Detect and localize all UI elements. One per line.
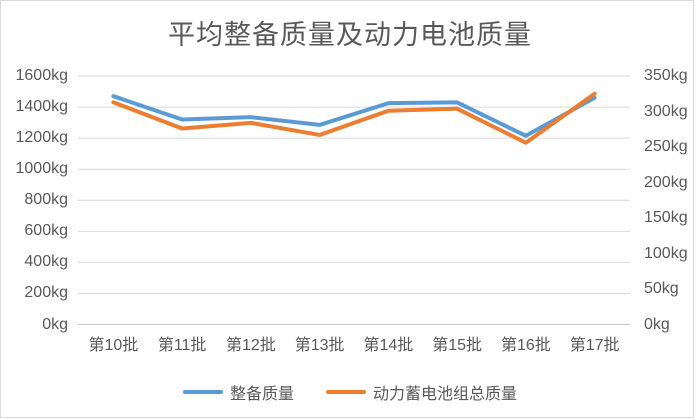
legend-line-swatch-blue (182, 390, 223, 394)
chart-title: 平均整备质量及动力电池质量 (168, 20, 532, 50)
y-axis-left-tick-label: 1400kg (15, 98, 69, 116)
x-axis-category-label: 第11批 (157, 337, 207, 354)
y-axis-left-tick-label: 0kg (42, 315, 68, 333)
legend: 整备质量 动力蓄电池组总质量 (0, 380, 700, 404)
y-axis-left-tick-label: 1600kg (15, 67, 69, 84)
y-axis-right-tick-label: 250kg (644, 138, 688, 155)
x-axis-category-label: 第14批 (363, 337, 414, 354)
x-axis-category-label: 第13批 (294, 337, 345, 354)
x-axis-category-label: 第15批 (432, 337, 483, 354)
series-line-curb-weight (111, 94, 597, 138)
legend-label-curb-weight: 整备质量 (229, 386, 294, 403)
legend-label-battery-weight: 动力蓄电池组总质量 (373, 386, 518, 403)
series-line-battery-weight (111, 91, 597, 145)
y-axis-left-tick-label: 1200kg (15, 129, 69, 147)
x-axis-category-label: 第16批 (500, 337, 551, 354)
y-axis-left-tick-label: 1000kg (15, 160, 69, 178)
legend-line-swatch-orange (326, 390, 366, 394)
x-axis-category-label: 第17批 (569, 337, 620, 354)
legend-item-curb-weight: 整备质量 (182, 380, 294, 404)
y-axis-right-tick-label: 100kg (644, 244, 688, 262)
y-axis-left-tick-label: 800kg (24, 191, 68, 209)
x-axis-category-label: 第12批 (225, 337, 276, 354)
y-axis-right-tick-label: 150kg (644, 209, 688, 226)
y-axis-right-tick-label: 300kg (644, 102, 688, 120)
y-axis-right-tick-label: 50kg (644, 280, 679, 297)
y-axis-left-tick-label: 400kg (24, 253, 68, 271)
y-axis-right-tick-label: 0kg (644, 315, 670, 333)
y-axis-left-tick-label: 200kg (24, 284, 68, 302)
y-axis-right-tick-label: 200kg (644, 173, 688, 191)
x-axis-category-label: 第10批 (88, 337, 139, 354)
y-axis-left-tick-label: 600kg (24, 222, 68, 240)
y-axis-right-tick-label: 350kg (644, 67, 688, 84)
legend-item-battery-weight: 动力蓄电池组总质量 (326, 380, 517, 404)
